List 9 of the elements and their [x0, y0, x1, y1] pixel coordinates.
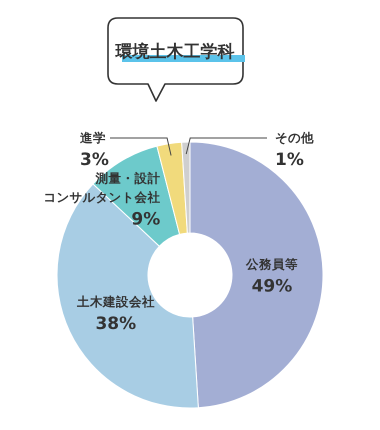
data-label: 9% [131, 209, 160, 230]
slice-label: 進学 [79, 130, 106, 145]
slice-label: その他 [275, 130, 315, 145]
slice-label: 土木建設会社 [76, 294, 155, 309]
data-label: 3% [80, 150, 109, 170]
data-label: 49% [252, 276, 292, 296]
data-label: 38% [95, 314, 136, 334]
data-label: 1% [275, 150, 304, 170]
slice-label: 公務員等 [244, 256, 298, 272]
